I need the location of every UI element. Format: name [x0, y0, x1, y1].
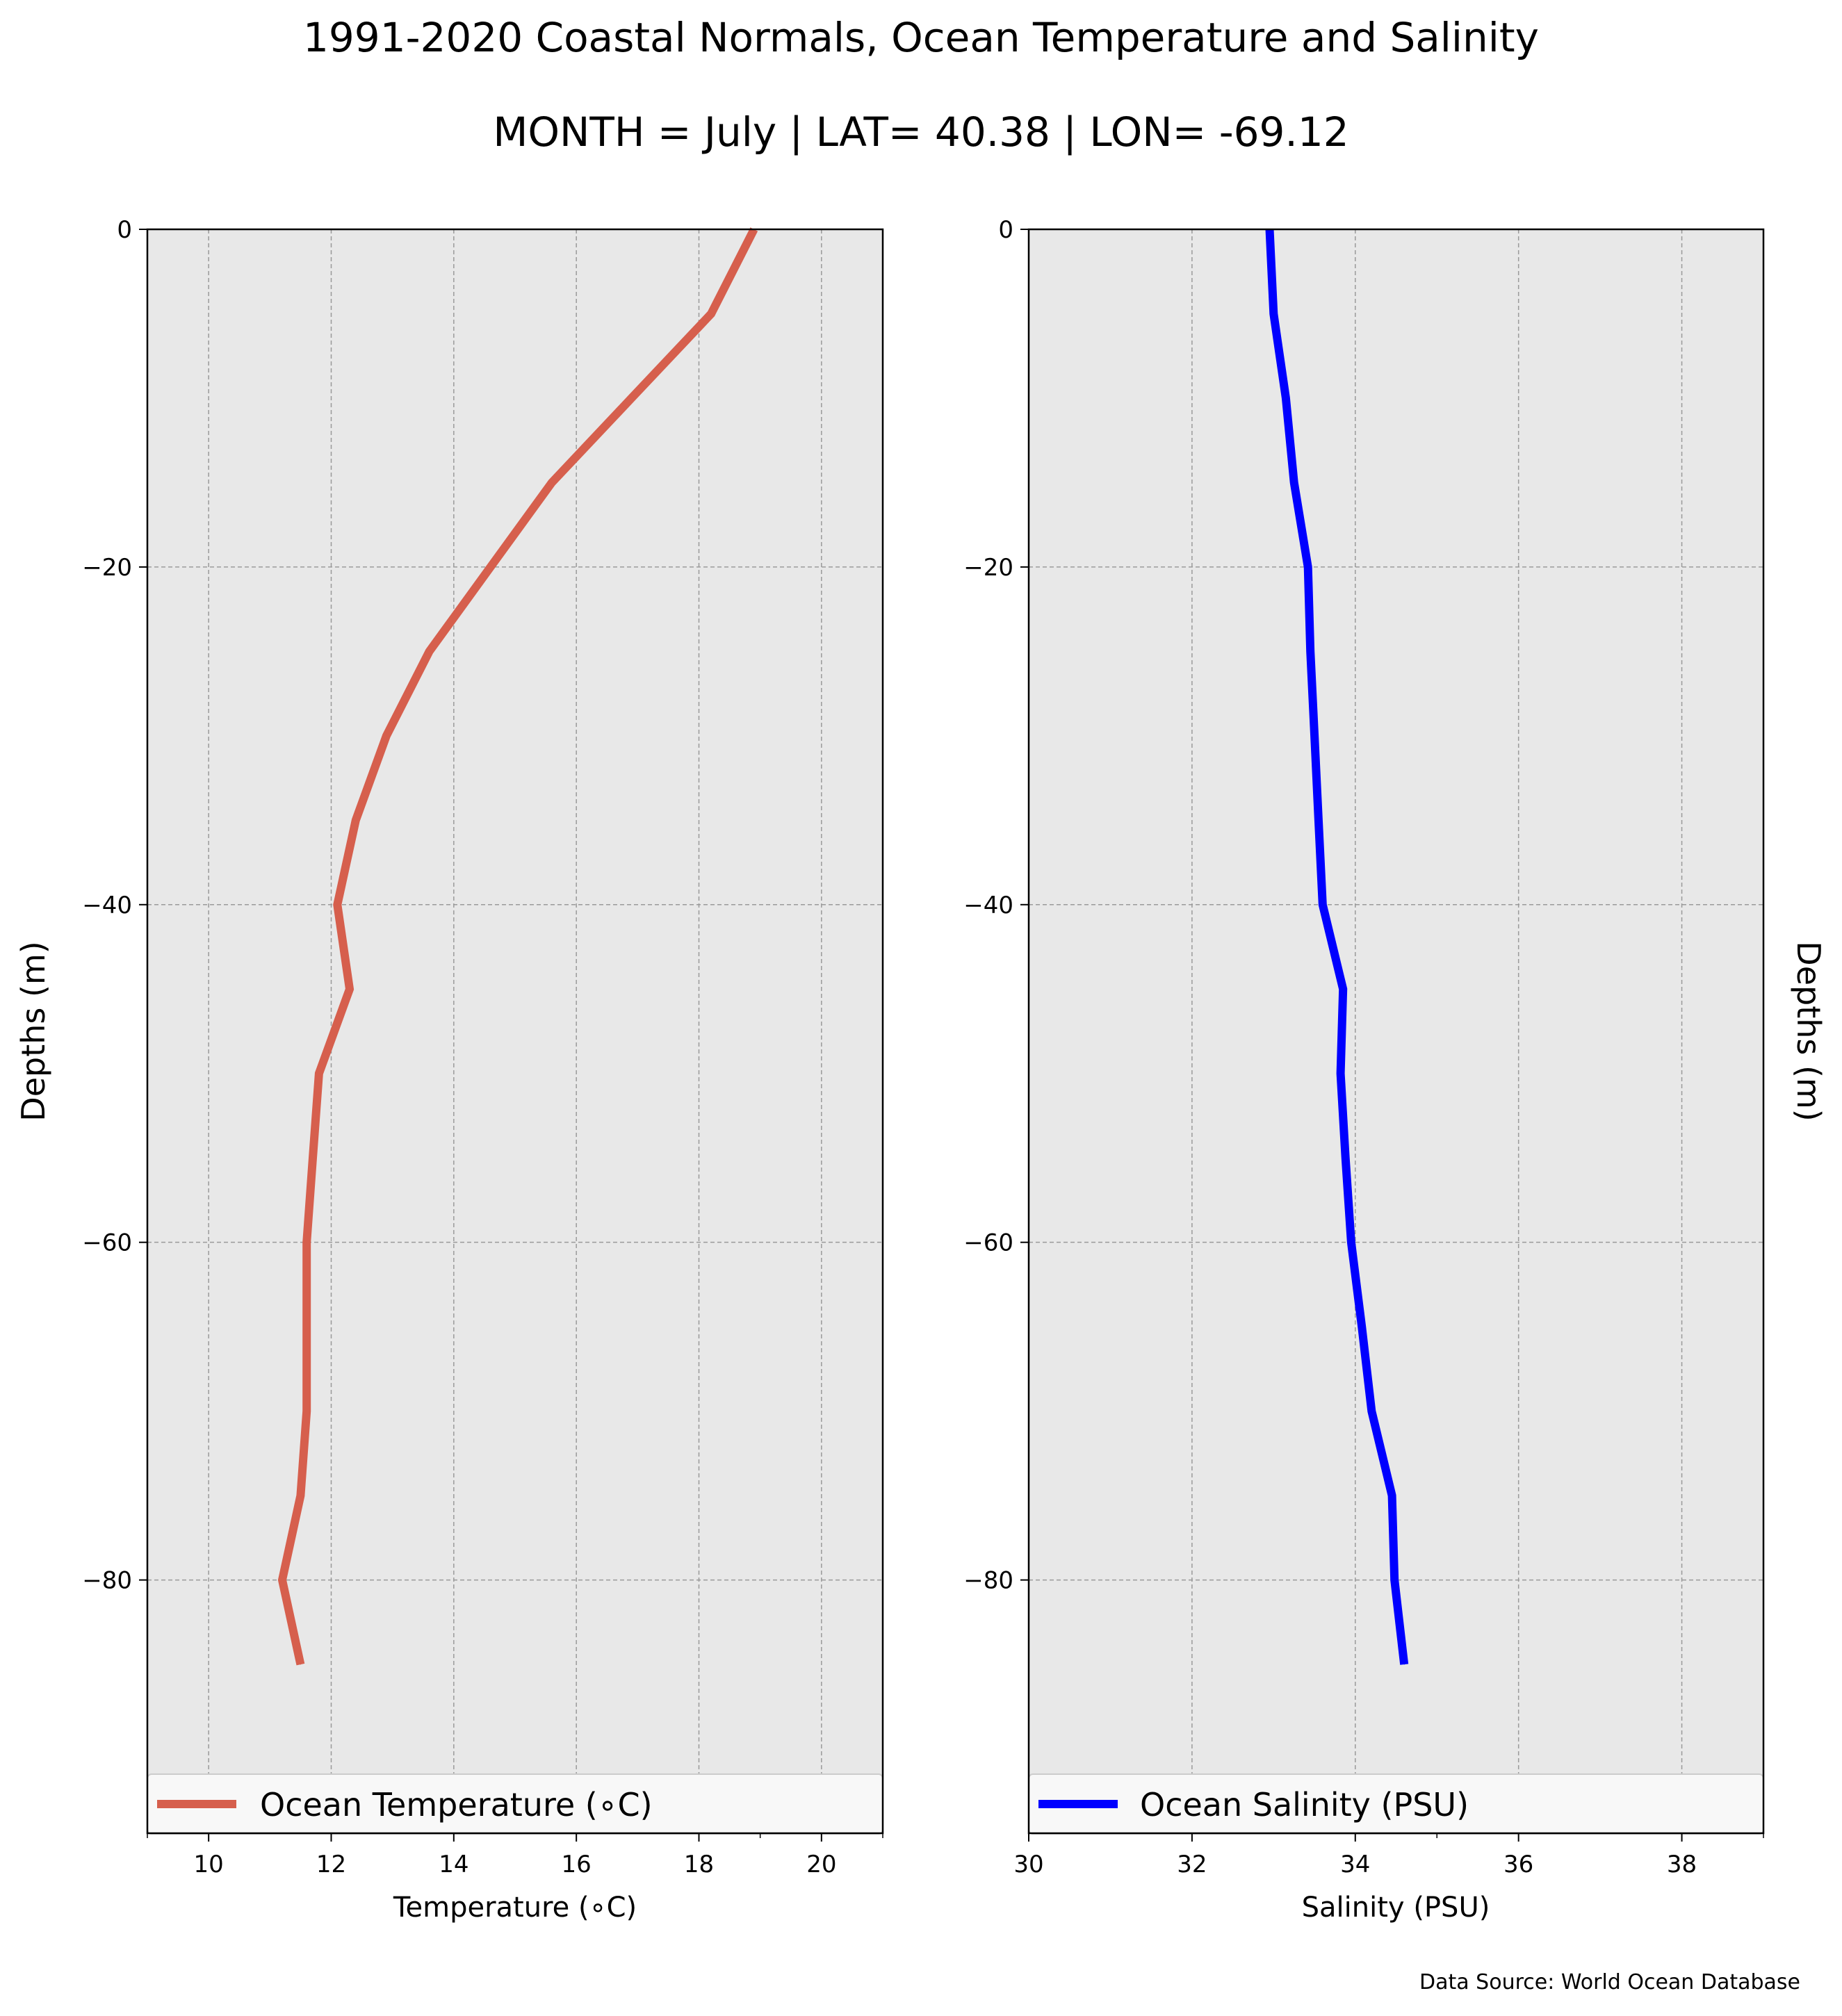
x-tick-label: 36	[1503, 1851, 1533, 1878]
x-tick-label: 18	[684, 1851, 714, 1878]
salinity-panel: Ocean Salinity (PSU) 30 32 34 36 38 0 −20 −40 −6…	[963, 216, 1827, 1924]
x-axis-label: Salinity (PSU)	[1302, 1892, 1490, 1924]
y-tick-label: −60	[963, 1229, 1013, 1257]
y-tick-label: −20	[963, 554, 1013, 582]
legend-label: Ocean Temperature (∘C)	[260, 1786, 653, 1824]
x-tick-label: 10	[194, 1851, 224, 1878]
data-point	[429, 650, 430, 652]
data-point	[1318, 819, 1319, 821]
data-point	[1307, 566, 1309, 568]
series-line	[277, 227, 758, 1666]
source-note: Data Source: World Ocean Database	[1419, 1970, 1800, 1994]
x-tick-label: 14	[439, 1851, 468, 1878]
plot-area	[147, 229, 883, 1833]
chart-subtitle: MONTH = July | LAT= 40.38 | LON= -69.12	[493, 108, 1348, 156]
y-tick-label: 0	[117, 216, 132, 244]
data-point	[1322, 904, 1323, 905]
data-point	[1310, 650, 1311, 652]
data-point	[300, 1495, 301, 1496]
data-point	[1314, 735, 1315, 737]
data-point	[1273, 313, 1274, 314]
data-point	[1342, 988, 1344, 990]
x-axis-label: Temperature (∘C)	[393, 1892, 637, 1924]
plot-frame	[1027, 228, 1765, 1835]
x-tick-label: 34	[1340, 1851, 1370, 1878]
x-tick-label: 20	[806, 1851, 836, 1878]
data-point	[551, 482, 553, 483]
data-point	[355, 819, 357, 821]
x-tick-label: 38	[1667, 1851, 1697, 1878]
data-point	[336, 904, 338, 905]
y-tick-label: 0	[998, 216, 1013, 244]
chart-title: 1991-2020 Coastal Normals, Ocean Tempera…	[303, 14, 1539, 61]
y-axis-label: Depths (m)	[15, 941, 52, 1121]
data-point	[318, 1073, 320, 1074]
y-tick-label: −40	[82, 892, 132, 919]
data-point	[1340, 1073, 1342, 1074]
data-point	[1403, 1664, 1405, 1665]
series-line	[1265, 229, 1409, 1665]
x-tick-label: 16	[562, 1851, 592, 1878]
temperature-panel: Ocean Temperature (∘C) 10 12 14 16 18 20 0 −20 −…	[15, 216, 884, 1924]
x-tick-label: 30	[1013, 1851, 1043, 1878]
y-tick-label: −20	[82, 554, 132, 582]
y-tick-label: −80	[82, 1567, 132, 1595]
data-point	[710, 313, 712, 314]
plot-frame	[146, 228, 884, 1835]
x-tick-label: 32	[1177, 1851, 1207, 1878]
y-tick-label: −80	[963, 1567, 1013, 1595]
data-point	[300, 1664, 301, 1665]
y-tick-label: −60	[82, 1229, 132, 1257]
data-point	[490, 566, 491, 568]
x-tick-label: 12	[316, 1851, 346, 1878]
data-point	[349, 988, 350, 990]
y-tick-label: −40	[963, 892, 1013, 919]
legend-label: Ocean Salinity (PSU)	[1140, 1786, 1469, 1824]
y-axis-label: Depths (m)	[1790, 941, 1827, 1121]
